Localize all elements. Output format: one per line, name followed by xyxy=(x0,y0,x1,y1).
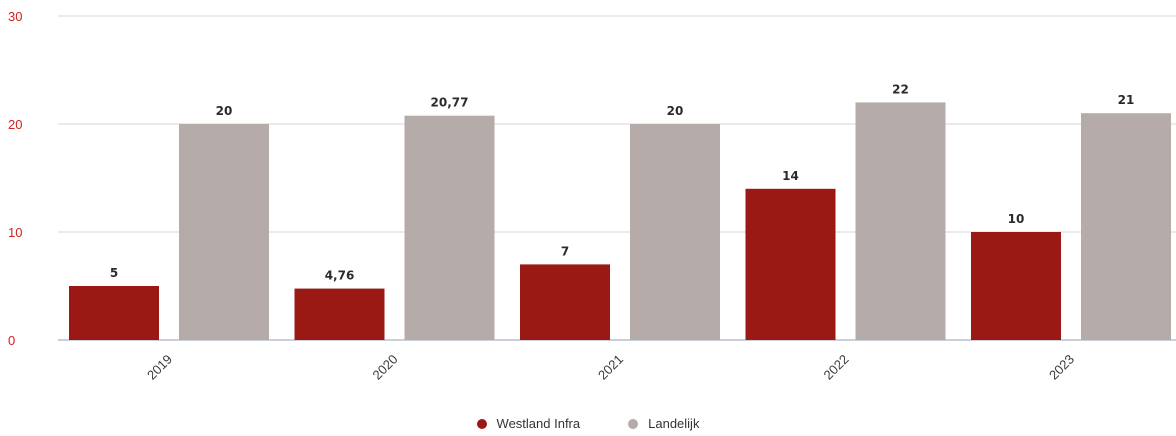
bar-landelijk-2023[interactable] xyxy=(1081,113,1171,340)
bar-westland-infra-2021[interactable] xyxy=(520,264,610,340)
data-label-landelijk-2022: 22 xyxy=(892,82,909,96)
data-label-landelijk-2020: 20,77 xyxy=(431,96,469,110)
bar-westland-infra-2023[interactable] xyxy=(971,232,1061,340)
bar-landelijk-2022[interactable] xyxy=(855,102,946,341)
y-axis-ticks: 0 10 20 30 xyxy=(8,9,22,348)
legend-marker-westland-infra xyxy=(476,418,487,429)
legend-item-westland-infra[interactable]: Westland Infra xyxy=(476,416,581,431)
x-axis-ticks: 2019 2020 2021 2022 2023 xyxy=(144,352,1077,383)
bar-westland-infra-2020[interactable] xyxy=(294,288,385,340)
data-labels: 5 20 4,76 20,77 7 20 14 22 10 21 xyxy=(110,82,1135,282)
x-tick-label-2019: 2019 xyxy=(144,352,175,383)
legend-item-landelijk[interactable]: Landelijk xyxy=(628,416,699,431)
x-tick-label-2023: 2023 xyxy=(1046,352,1077,383)
legend-label-landelijk: Landelijk xyxy=(648,416,700,431)
bar-landelijk-2020[interactable] xyxy=(404,115,495,341)
data-label-landelijk-2021: 20 xyxy=(667,104,684,118)
y-tick-label-10: 10 xyxy=(8,225,22,240)
data-label-westland-infra-2020: 4,76 xyxy=(325,269,355,283)
legend-label-westland-infra: Westland Infra xyxy=(496,416,581,431)
x-tick-label-2021: 2021 xyxy=(595,352,626,383)
legend: Westland Infra Landelijk xyxy=(0,416,1176,431)
data-label-westland-infra-2022: 14 xyxy=(782,169,799,183)
y-tick-label-30: 30 xyxy=(8,9,22,24)
bar-westland-infra-2022[interactable] xyxy=(745,188,836,340)
bar-landelijk-2019[interactable] xyxy=(179,124,269,340)
bar-westland-infra-2019[interactable] xyxy=(69,286,159,340)
data-label-landelijk-2023: 21 xyxy=(1118,93,1135,107)
y-tick-label-20: 20 xyxy=(8,117,22,132)
y-tick-label-0: 0 xyxy=(8,333,15,348)
bar-landelijk-2021[interactable] xyxy=(630,124,720,340)
data-label-westland-infra-2019: 5 xyxy=(110,266,118,280)
x-tick-label-2022: 2022 xyxy=(821,352,852,383)
data-label-westland-infra-2023: 10 xyxy=(1008,212,1025,226)
bars xyxy=(69,102,1171,341)
legend-marker-landelijk xyxy=(628,418,639,429)
data-label-westland-infra-2021: 7 xyxy=(561,244,569,258)
x-tick-label-2020: 2020 xyxy=(370,352,401,383)
data-label-landelijk-2019: 20 xyxy=(216,104,233,118)
bar-chart: 0 10 20 30 5 20 4,76 20,77 7 20 14 22 10 21 2019 2020… xyxy=(8,9,1176,383)
